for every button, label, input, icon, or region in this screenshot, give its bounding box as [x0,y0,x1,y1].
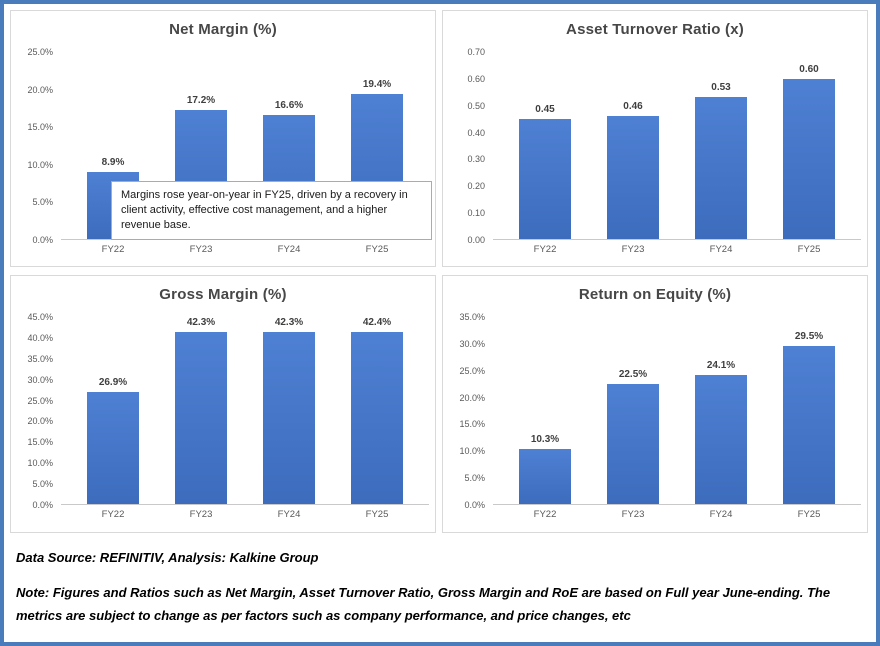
bar [607,116,659,239]
y-axis: 45.0% 40.0% 35.0% 30.0% 25.0% 20.0% 15.0% 10.0%… [27,312,53,510]
bar [175,332,227,504]
x-axis-label: FY22 [101,243,125,255]
x-axis-label: FY22 [533,243,557,255]
bar-value-label: 42.3% [274,317,304,328]
plot-area: 26.9% 42.3% 42.3% 42.4% [61,317,429,505]
chart-title-net-margin: Net Margin (%) [169,21,277,38]
x-axis: FY22 FY23 FY24 FY25 [61,505,429,523]
bar-group-fy25: 0.60 [765,52,853,239]
bar-group-fy23: 22.5% [589,317,677,504]
bar-value-label: 10.3% [530,433,560,445]
bar-group-fy23: 42.3% [157,317,245,504]
chart-title-gross-margin: Gross Margin (%) [159,286,287,303]
plot-area: 0.45 0.46 0.53 0.60 [493,52,861,240]
bar [519,118,571,239]
x-axis-label: FY24 [277,508,301,520]
bar-value-label: 0.45 [535,103,555,115]
bar [351,332,403,504]
chart-net-margin: Net Margin (%) 25.0% 20.0% 15.0% 10.0% 5.0% 0… [10,10,436,267]
plot-area: 10.3% 22.5% 24.1% 29.5% [493,317,861,505]
bar-group-fy25: 42.4% [333,317,421,504]
chart-canvas: 35.0% 30.0% 25.0% 20.0% 15.0% 10.0% 5.0% 0.0% 1… [449,312,861,523]
chart-asset-turnover: Asset Turnover Ratio (x) 0.70 0.60 0.50 0.4… [442,10,868,267]
bar-value-label: 22.5% [618,368,648,380]
bar-value-label: 42.3% [186,317,216,328]
bar-group-fy22: 10.3% [501,317,589,504]
bar-value-label: 8.9% [101,157,125,169]
bar-group-fy23: 0.46 [589,52,677,239]
bar-value-label: 19.4% [362,78,392,90]
bar-value-label: 24.1% [706,360,736,372]
x-axis: FY22 FY23 FY24 FY25 [493,505,861,523]
chart-title-asset-turnover: Asset Turnover Ratio (x) [566,21,744,38]
bar-value-label: 16.6% [274,99,304,111]
x-axis-label: FY23 [621,243,645,255]
y-axis: 25.0% 20.0% 15.0% 10.0% 5.0% 0.0% [27,47,53,245]
bar-group-fy22: 0.45 [501,52,589,239]
chart-gross-margin: Gross Margin (%) 45.0% 40.0% 35.0% 30.0% 25.… [10,275,436,533]
x-axis-label: FY23 [621,508,645,520]
x-axis: FY22 FY23 FY24 FY25 [61,240,429,258]
x-axis-label: FY22 [533,508,557,520]
x-axis-label: FY24 [277,243,301,255]
x-axis-label: FY22 [101,508,125,520]
bar-value-label: 26.9% [98,377,128,389]
chart-annotation-box: Margins rose year-on-year in FY25, drive… [111,181,432,240]
bar [263,332,315,504]
bar [519,448,571,504]
data-source-line: Data Source: REFINITIV, Analysis: Kalkin… [16,550,319,565]
charts-grid: Net Margin (%) 25.0% 20.0% 15.0% 10.0% 5.0% 0… [10,10,868,533]
x-axis-label: FY25 [797,508,821,520]
plot-wrap: 26.9% 42.3% 42.3% 42.4% FY22 FY23 FY24 FY25 [61,317,429,523]
x-axis-label: FY23 [189,508,213,520]
bar-group-fy24: 24.1% [677,317,765,504]
bar-value-label: 17.2% [186,95,216,107]
bar-group-fy24: 42.3% [245,317,333,504]
bar [695,97,747,239]
bar-value-label: 42.4% [362,317,392,328]
bar-group-fy22: 26.9% [69,317,157,504]
bar [607,383,659,504]
bar [783,346,835,504]
x-axis-label: FY23 [189,243,213,255]
bar [695,375,747,504]
bar-value-label: 0.60 [799,63,819,75]
chart-return-on-equity: Return on Equity (%) 35.0% 30.0% 25.0% 20.0… [442,275,868,533]
bar [87,392,139,504]
x-axis-label: FY25 [797,243,821,255]
bar-value-label: 0.46 [623,101,643,113]
bar-value-label: 29.5% [794,331,824,343]
bar-group-fy24: 0.53 [677,52,765,239]
chart-canvas: 0.70 0.60 0.50 0.40 0.30 0.20 0.10 0.00 0.45 0.4… [449,47,861,258]
y-axis: 0.70 0.60 0.50 0.40 0.30 0.20 0.10 0.00 [467,47,485,245]
plot-wrap: 10.3% 22.5% 24.1% 29.5% FY22 FY23 FY24 FY25 [493,317,861,523]
chart-title-return-on-equity: Return on Equity (%) [578,286,732,303]
bar [783,78,835,239]
bar-value-label: 0.53 [711,82,731,94]
plot-wrap: 0.45 0.46 0.53 0.60 FY22 FY23 FY24 FY25 [493,52,861,258]
x-axis: FY22 FY23 FY24 FY25 [493,240,861,258]
figure-footer: Data Source: REFINITIV, Analysis: Kalkin… [10,550,868,628]
bar-group-fy25: 29.5% [765,317,853,504]
y-axis: 35.0% 30.0% 25.0% 20.0% 15.0% 10.0% 5.0% 0.0% [459,312,485,510]
x-axis-label: FY24 [709,243,733,255]
x-axis-label: FY24 [709,508,733,520]
chart-canvas: 45.0% 40.0% 35.0% 30.0% 25.0% 20.0% 15.0% 10.0%… [17,312,429,523]
x-axis-label: FY25 [365,508,389,520]
x-axis-label: FY25 [365,243,389,255]
note-line: Note: Figures and Ratios such as Net Mar… [16,585,831,623]
